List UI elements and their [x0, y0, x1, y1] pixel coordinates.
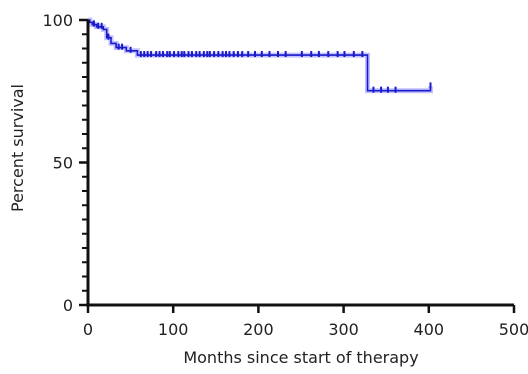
y-tick-label: 50 — [53, 154, 73, 173]
x-tick-label: 200 — [243, 320, 274, 339]
x-tick-label: 500 — [499, 320, 528, 339]
x-tick-labels: 0 100 200 300 400 500 — [83, 320, 528, 339]
survival-line — [88, 19, 432, 92]
x-axis-title: Months since start of therapy — [183, 348, 418, 367]
y-tick-label: 0 — [63, 296, 73, 315]
y-minor-ticks — [82, 33, 88, 292]
y-axis-title: Percent survival — [8, 84, 27, 212]
x-tick-label: 300 — [328, 320, 359, 339]
x-tick-label: 0 — [83, 320, 93, 339]
x-ticks — [86, 305, 516, 313]
y-tick-labels: 0 50 100 — [42, 11, 73, 315]
x-tick-label: 400 — [414, 320, 445, 339]
y-ticks — [79, 18, 88, 307]
censor-marks-group — [92, 20, 432, 93]
survival-line-group — [88, 19, 432, 92]
x-tick-label: 100 — [158, 320, 189, 339]
y-tick-label: 100 — [42, 11, 73, 30]
